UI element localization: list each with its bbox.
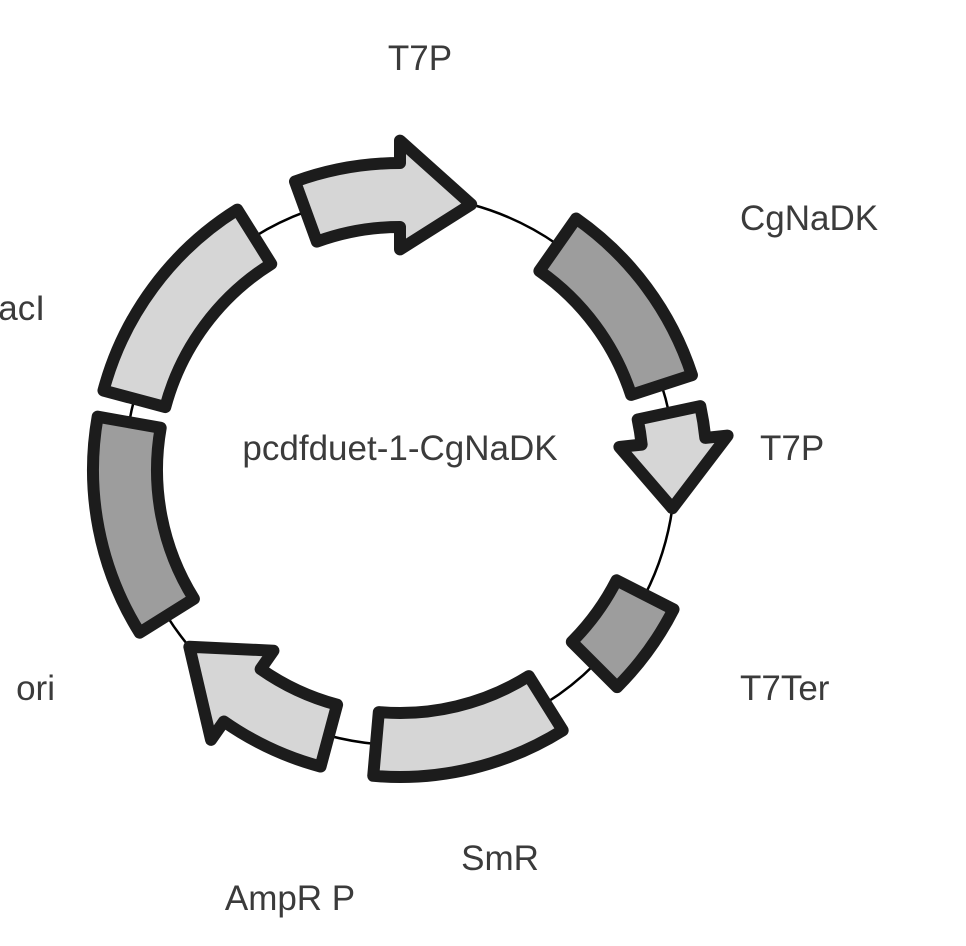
label-t7ter: T7Ter — [740, 669, 830, 708]
label-t7p_top: T7P — [388, 39, 452, 78]
label-laci: lacI — [0, 289, 45, 328]
plasmid-name: pcdfduet-1-CgNaDK — [242, 429, 557, 468]
label-cgnadk: CgNaDK — [740, 199, 878, 238]
label-smr: SmR — [461, 839, 539, 878]
label-ori: ori — [16, 669, 55, 708]
label-ampr_p: AmpR P — [225, 879, 355, 918]
plasmid-map: T7P CgNaDK T7P T7Ter SmR AmpR P ori lacI pcdfdue… — [0, 0, 966, 946]
label-t7p_right: T7P — [760, 429, 824, 468]
